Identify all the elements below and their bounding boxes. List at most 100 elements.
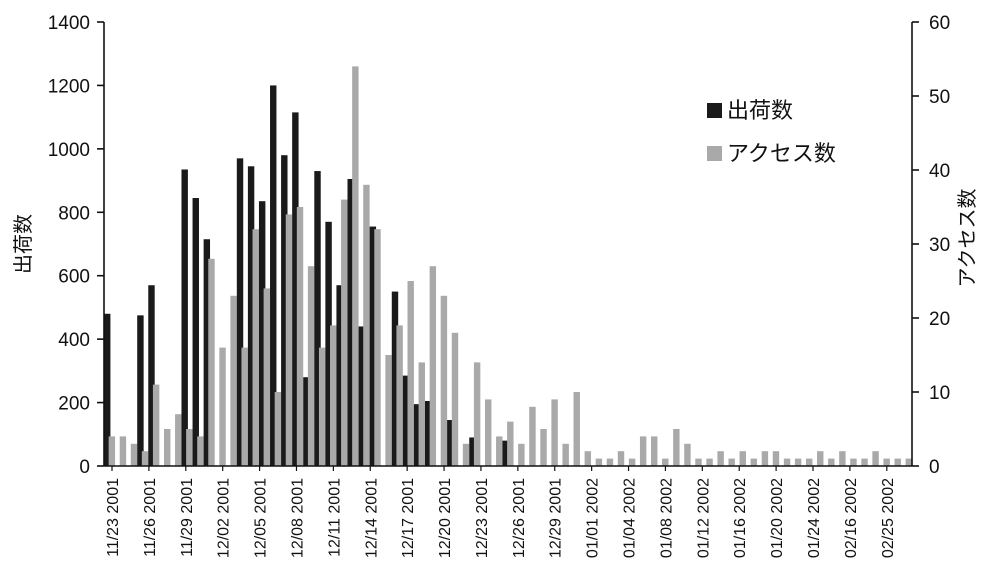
bars-layer bbox=[104, 66, 912, 467]
bar-access bbox=[307, 266, 315, 466]
bar-access bbox=[186, 429, 193, 466]
bar-access bbox=[717, 451, 724, 466]
bar-shipments bbox=[292, 112, 299, 466]
bar-shipments bbox=[469, 437, 476, 466]
bar-access bbox=[551, 399, 558, 466]
legend-label-access: アクセス数 bbox=[727, 141, 836, 166]
bar-access bbox=[529, 406, 536, 466]
right-y-ticks: 0 10 20 30 40 50 60 bbox=[912, 13, 950, 478]
bar-access bbox=[606, 458, 614, 466]
x-tick-label: 12/11 2001 bbox=[326, 478, 343, 557]
bar-shipments bbox=[281, 155, 288, 466]
bar-shipments bbox=[247, 166, 255, 467]
bar-access bbox=[219, 347, 226, 466]
bar-access bbox=[108, 436, 116, 466]
bar-access bbox=[507, 421, 514, 466]
bar-shipments bbox=[236, 158, 244, 466]
bar-shipments bbox=[192, 198, 199, 466]
bar-shipments bbox=[181, 169, 188, 466]
x-tick-label: 11/23 2001 bbox=[105, 478, 122, 557]
right-y-tick-label: 60 bbox=[929, 13, 950, 34]
left-y-ticks: 0 200 400 600 800 1000 1200 1400 bbox=[48, 13, 104, 478]
bar-access bbox=[496, 436, 503, 466]
bar-access bbox=[772, 451, 780, 466]
bar-access bbox=[651, 436, 658, 466]
bar-access bbox=[639, 436, 647, 466]
bar-shipments bbox=[137, 315, 144, 466]
bar-access bbox=[263, 288, 271, 466]
bar-access bbox=[595, 458, 603, 466]
bar-access bbox=[208, 258, 215, 466]
left-y-tick-label: 600 bbox=[58, 267, 90, 288]
bar-access bbox=[894, 458, 901, 466]
bar-access bbox=[761, 451, 769, 466]
bar-access bbox=[662, 458, 669, 466]
bar-access bbox=[850, 458, 857, 466]
bar-access bbox=[728, 458, 735, 466]
bar-access bbox=[684, 443, 691, 466]
bar-access bbox=[817, 451, 824, 466]
bar-shipments bbox=[104, 313, 111, 466]
right-y-tick-label: 40 bbox=[929, 161, 950, 182]
x-tick-label: 01/20 2002 bbox=[769, 478, 786, 558]
bar-access bbox=[429, 266, 437, 466]
bar-access bbox=[396, 325, 403, 466]
bar-access bbox=[451, 332, 459, 466]
bar-access bbox=[296, 207, 304, 466]
left-y-tick-label: 1200 bbox=[48, 76, 90, 97]
x-tick-label: 11/29 2001 bbox=[179, 478, 196, 557]
legend: 出荷数 アクセス数 bbox=[707, 98, 836, 166]
bar-shipments bbox=[424, 400, 432, 466]
bar-access bbox=[905, 458, 912, 466]
bar-access bbox=[274, 392, 282, 466]
bar-access bbox=[130, 443, 138, 466]
right-y-tick-label: 30 bbox=[929, 235, 950, 256]
bar-access bbox=[562, 443, 569, 466]
left-y-tick-label: 400 bbox=[58, 330, 90, 351]
bar-shipments bbox=[347, 178, 354, 467]
bar-access bbox=[805, 458, 813, 466]
bar-shipments bbox=[303, 377, 310, 466]
bar-access bbox=[241, 347, 248, 466]
bar-access bbox=[163, 429, 171, 466]
bar-access bbox=[739, 451, 746, 466]
x-tick-label: 11/26 2001 bbox=[142, 478, 159, 557]
x-tick-label: 12/08 2001 bbox=[289, 478, 306, 558]
bar-access bbox=[839, 451, 846, 466]
bar-access bbox=[617, 451, 625, 466]
bar-shipments bbox=[314, 171, 321, 466]
x-tick-label: 01/12 2002 bbox=[695, 478, 712, 558]
legend-swatch-shipments bbox=[707, 103, 722, 118]
bar-access bbox=[462, 443, 470, 466]
bar-shipments bbox=[413, 404, 421, 466]
right-y-tick-label: 0 bbox=[929, 457, 940, 478]
bar-access bbox=[573, 392, 580, 466]
bar-access bbox=[540, 429, 547, 466]
bar-access bbox=[285, 214, 293, 466]
bar-access bbox=[230, 295, 237, 466]
x-tick-label: 01/16 2002 bbox=[732, 478, 749, 558]
bar-access bbox=[518, 443, 525, 466]
bar-shipments bbox=[502, 440, 509, 466]
bar-shipments bbox=[336, 285, 343, 466]
bar-shipments bbox=[391, 291, 399, 466]
right-y-tick-label: 10 bbox=[929, 383, 950, 404]
bar-shipments bbox=[148, 285, 155, 466]
left-y-axis-title: 出荷数 bbox=[12, 214, 35, 274]
bar-access bbox=[828, 458, 835, 466]
bar-shipments bbox=[402, 375, 410, 466]
x-tick-label: 01/01 2002 bbox=[585, 478, 602, 558]
bar-shipments bbox=[447, 420, 454, 466]
bar-access bbox=[407, 281, 414, 466]
x-tick-label: 12/02 2001 bbox=[216, 478, 233, 558]
legend-label-shipments: 出荷数 bbox=[727, 98, 793, 123]
x-tick-label: 12/17 2001 bbox=[400, 478, 417, 558]
x-tick-label: 12/26 2001 bbox=[511, 478, 528, 558]
x-tick-label: 01/08 2002 bbox=[658, 478, 675, 558]
legend-swatch-access bbox=[707, 146, 722, 161]
x-tick-label: 01/24 2002 bbox=[806, 478, 823, 558]
bar-access bbox=[673, 429, 680, 466]
bar-access bbox=[363, 184, 370, 467]
x-ticks: 11/23 2001 11/26 2001 11/29 2001 12/02 2001… bbox=[105, 466, 897, 558]
